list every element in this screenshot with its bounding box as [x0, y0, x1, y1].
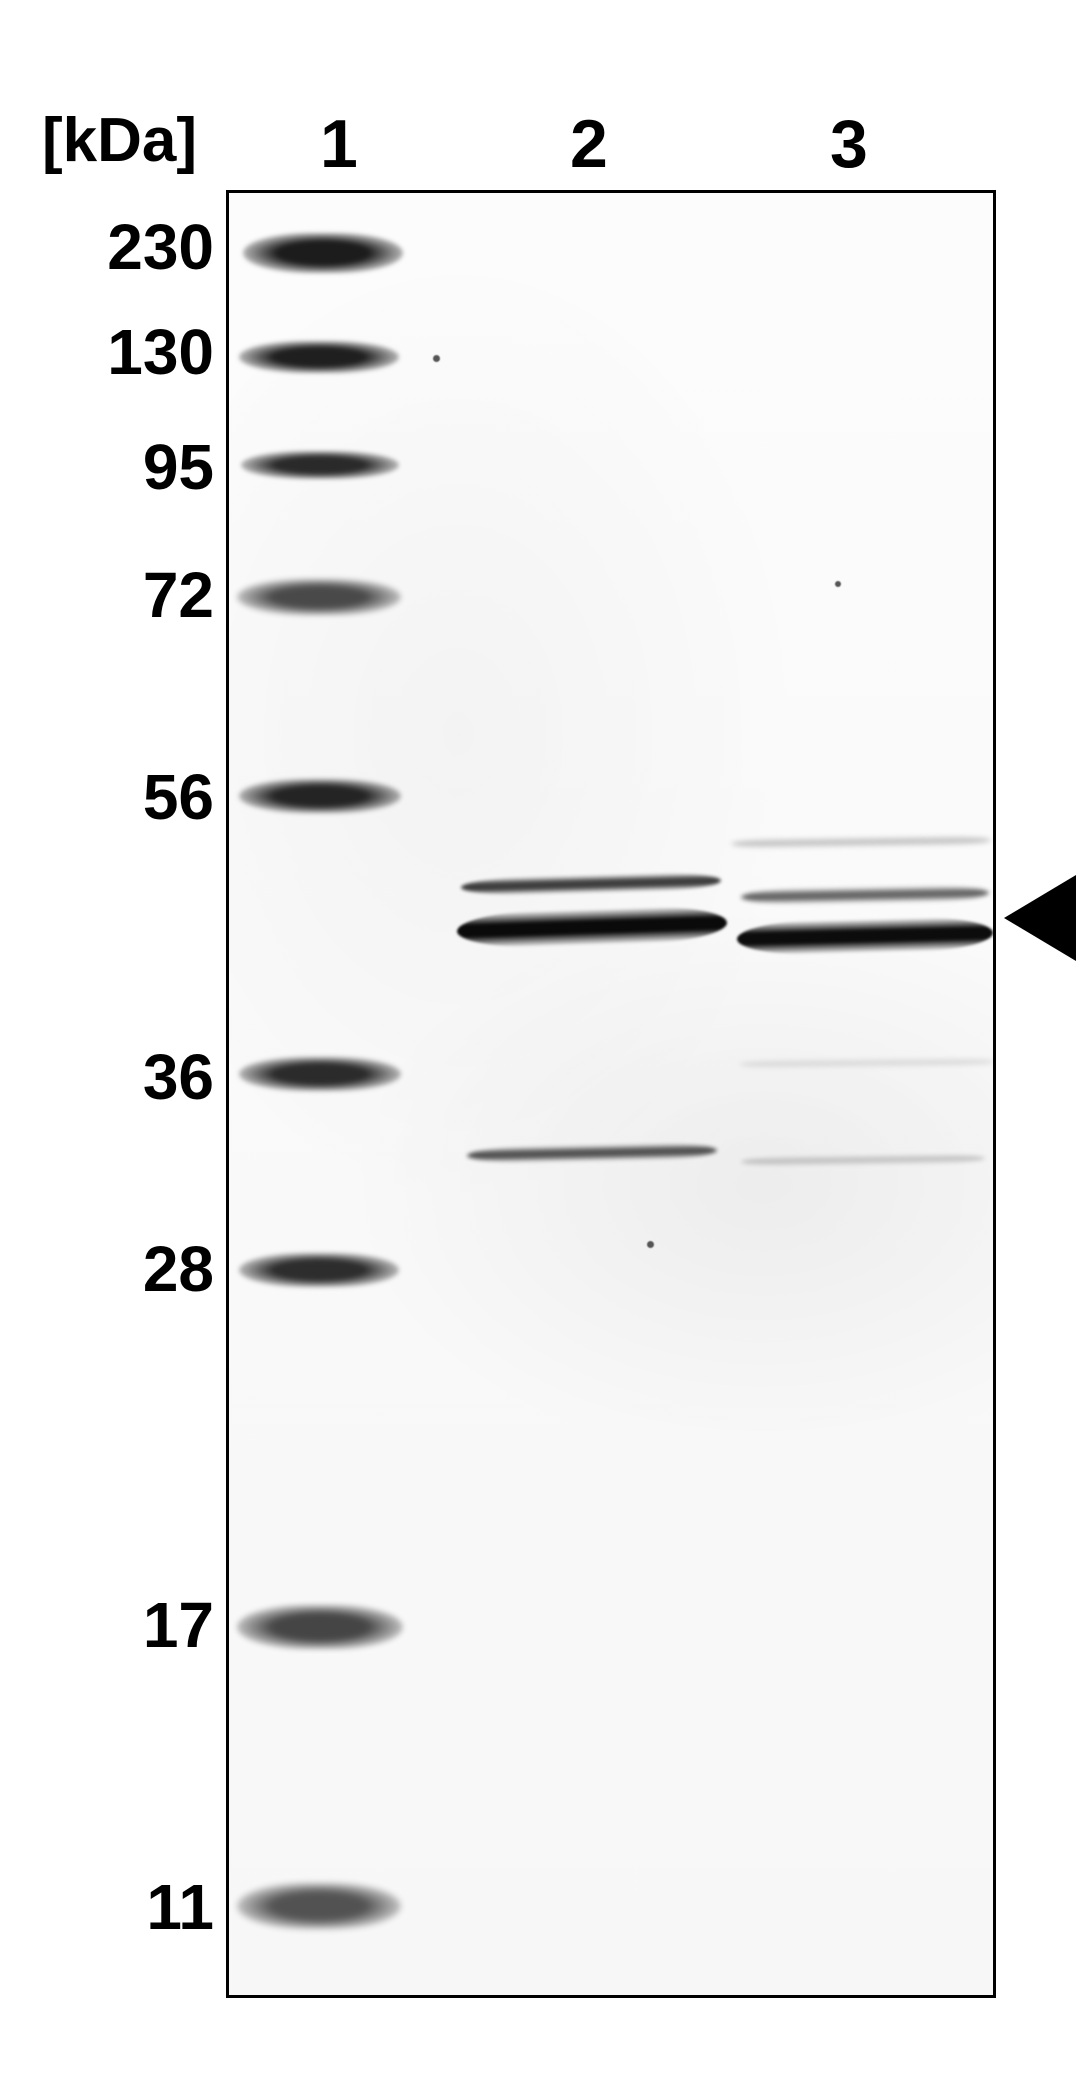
blot-membrane-frame [226, 190, 996, 1998]
ladder-band-130 [239, 341, 399, 373]
ladder-band-56 [239, 779, 401, 813]
kda-axis-label: [kDa] [42, 105, 197, 176]
ladder-band-72 [237, 579, 401, 615]
mw-label-72: 72 [54, 558, 214, 632]
speck-1 [835, 581, 841, 587]
ladder-band-36 [239, 1057, 401, 1091]
ladder-band-230 [243, 233, 403, 273]
speck-0 [433, 355, 440, 362]
ladder-band-28 [239, 1253, 399, 1287]
blot-figure: [kDa] 1 2 3 230 130 95 72 56 36 28 17 11 [0, 0, 1080, 2087]
mw-label-28: 28 [54, 1232, 214, 1306]
mw-label-36: 36 [54, 1040, 214, 1114]
mw-label-56: 56 [54, 760, 214, 834]
ladder-band-17 [237, 1605, 403, 1649]
mw-label-11: 11 [54, 1870, 214, 1944]
mw-label-17: 17 [54, 1588, 214, 1662]
target-band-arrow-icon [1004, 875, 1076, 961]
mw-label-130: 130 [54, 315, 214, 389]
ladder-band-95 [241, 451, 399, 479]
speck-2 [647, 1241, 654, 1248]
lane-label-3: 3 [830, 105, 868, 183]
mw-label-95: 95 [54, 430, 214, 504]
ladder-band-11 [237, 1883, 401, 1929]
mw-label-230: 230 [54, 210, 214, 284]
lane-label-2: 2 [570, 105, 608, 183]
lane-label-1: 1 [320, 105, 358, 183]
